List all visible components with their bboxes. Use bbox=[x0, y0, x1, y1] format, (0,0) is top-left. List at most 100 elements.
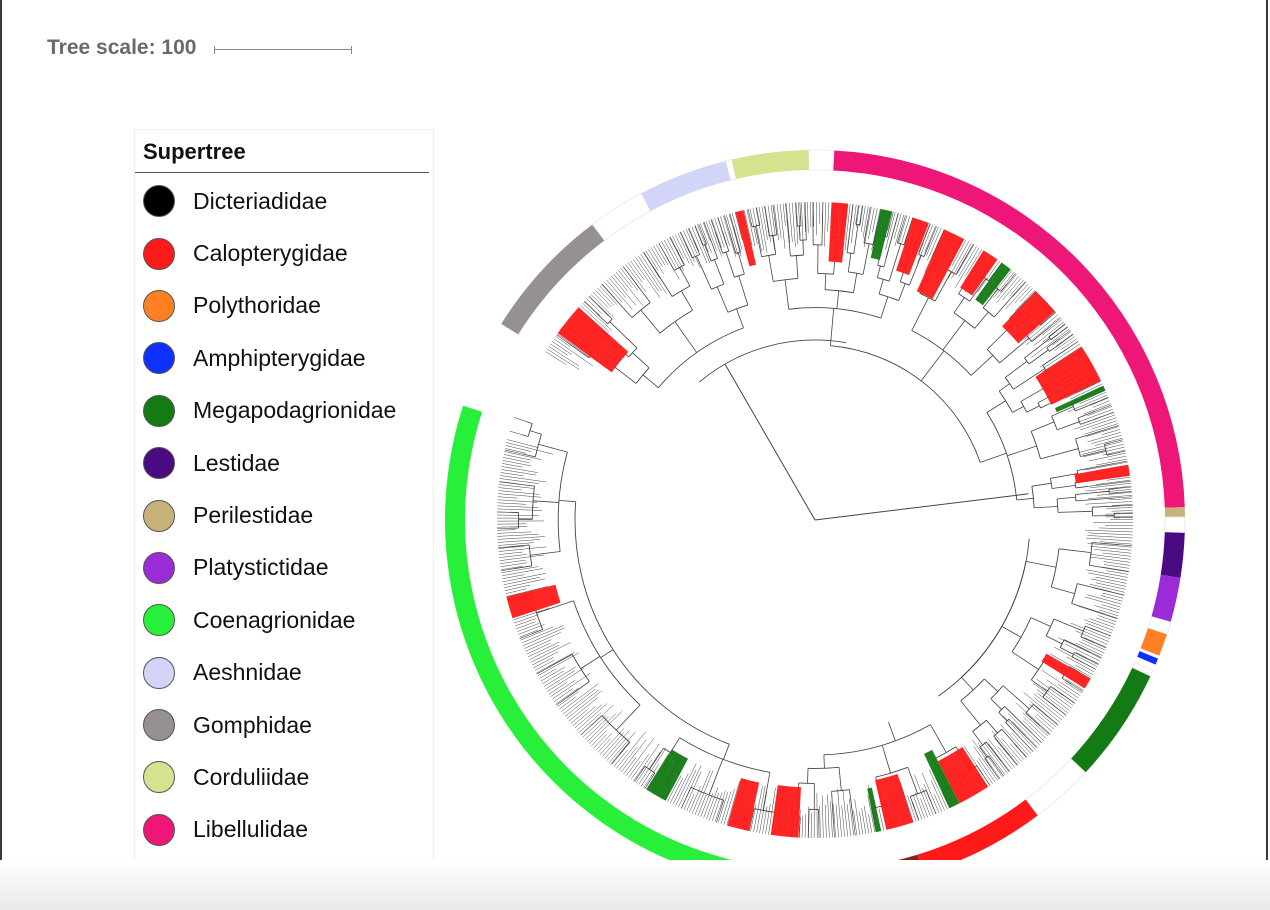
tip-line bbox=[526, 643, 551, 655]
internal-branch bbox=[1024, 337, 1051, 359]
tip-line bbox=[667, 775, 682, 802]
internal-branch bbox=[736, 308, 744, 329]
tip-line bbox=[958, 246, 977, 277]
tip-line bbox=[821, 202, 824, 230]
tip-line bbox=[1091, 628, 1112, 637]
tip-branch bbox=[679, 231, 686, 244]
tip-line bbox=[608, 277, 627, 299]
tip-line bbox=[723, 788, 735, 825]
tip-line bbox=[798, 809, 801, 838]
tip-line bbox=[720, 791, 732, 824]
tip-line bbox=[635, 759, 653, 783]
tip-branch bbox=[748, 818, 753, 832]
tip-line bbox=[498, 490, 540, 495]
tip-line bbox=[761, 206, 768, 240]
clade-arc bbox=[659, 309, 693, 334]
tip-line bbox=[578, 712, 602, 733]
tip-line bbox=[561, 683, 599, 712]
tip-line bbox=[700, 781, 715, 817]
tip-line bbox=[1031, 328, 1070, 358]
legend-item-coenagrionidae: Coenagrionidae bbox=[135, 594, 433, 646]
clade-arc bbox=[703, 243, 707, 246]
tip-line bbox=[921, 772, 940, 813]
tip-line bbox=[497, 499, 538, 503]
tip-line bbox=[1087, 543, 1132, 548]
tip-line bbox=[782, 203, 786, 227]
tip-branch bbox=[1119, 505, 1133, 507]
tip-line bbox=[661, 241, 677, 269]
tree-branches bbox=[497, 202, 1134, 838]
internal-branch bbox=[714, 259, 725, 285]
internal-branch bbox=[898, 283, 906, 301]
tip-line bbox=[927, 228, 942, 261]
bottom-edge bbox=[0, 860, 1270, 910]
internal-branch bbox=[883, 250, 889, 268]
clade-arc bbox=[830, 345, 981, 463]
tip-line bbox=[645, 250, 659, 271]
tip-line bbox=[1012, 281, 1027, 297]
tip-line bbox=[988, 743, 1011, 772]
internal-branch bbox=[1064, 639, 1091, 653]
tip-line bbox=[590, 294, 615, 318]
clade-arc bbox=[727, 304, 748, 313]
tip-line bbox=[833, 804, 836, 838]
tip-line bbox=[1069, 651, 1098, 667]
clade-arc bbox=[825, 289, 854, 294]
tip-line bbox=[1089, 583, 1125, 593]
internal-branch bbox=[873, 226, 878, 245]
tip-branch bbox=[1045, 311, 1056, 321]
tip-line bbox=[686, 793, 695, 812]
internal-branch bbox=[511, 544, 530, 547]
clade-arc bbox=[846, 252, 854, 255]
tip-line bbox=[1090, 554, 1131, 560]
tip-line bbox=[537, 652, 579, 677]
tip-branch bbox=[876, 208, 882, 227]
ring-segment bbox=[1151, 574, 1181, 622]
internal-branch bbox=[652, 266, 673, 297]
tip-line bbox=[505, 588, 527, 594]
ring-segment bbox=[1137, 651, 1159, 665]
tip-line bbox=[591, 730, 607, 747]
tip-line bbox=[717, 217, 727, 245]
tip-line bbox=[1036, 713, 1055, 730]
legend-item-perilestidae: Perilestidae bbox=[135, 489, 433, 541]
internal-branch bbox=[1089, 564, 1116, 571]
tip-line bbox=[572, 706, 596, 727]
tip-line bbox=[987, 738, 1013, 770]
tip-line bbox=[519, 629, 539, 638]
tip-branch bbox=[1017, 747, 1027, 758]
tip-branch bbox=[889, 211, 894, 225]
internal-branch bbox=[831, 791, 834, 825]
tip-line bbox=[714, 218, 725, 248]
tip-line bbox=[1046, 679, 1077, 701]
internal-branch bbox=[881, 745, 891, 774]
tip-line bbox=[1085, 485, 1132, 492]
tip-line bbox=[779, 203, 786, 249]
tip-line bbox=[553, 688, 574, 702]
tip-line bbox=[618, 746, 638, 771]
clade-arc bbox=[1025, 704, 1034, 714]
clade-arc bbox=[1051, 415, 1058, 431]
legend-swatch-platystictidae bbox=[143, 551, 175, 584]
tip-line bbox=[536, 651, 576, 674]
legend-label: Coenagrionidae bbox=[193, 606, 356, 633]
tip-line bbox=[1098, 527, 1133, 530]
tip-line bbox=[1027, 314, 1059, 341]
tip-line bbox=[1083, 403, 1111, 415]
clade-arc bbox=[574, 501, 730, 745]
tip-line bbox=[1054, 336, 1075, 352]
tip-line bbox=[931, 780, 945, 811]
tip-branch bbox=[669, 236, 677, 249]
internal-branch bbox=[762, 772, 771, 811]
ring-segment bbox=[1070, 667, 1151, 773]
internal-branch bbox=[942, 320, 966, 351]
tip-line bbox=[807, 806, 809, 838]
tip-line bbox=[499, 559, 526, 564]
legend-swatch-polythoridae bbox=[143, 289, 175, 322]
tip-line bbox=[750, 804, 757, 832]
internal-branch bbox=[729, 232, 737, 254]
internal-branch bbox=[737, 252, 745, 275]
internal-branch bbox=[979, 746, 988, 758]
tip-line bbox=[1011, 732, 1032, 754]
tip-line bbox=[503, 454, 532, 461]
